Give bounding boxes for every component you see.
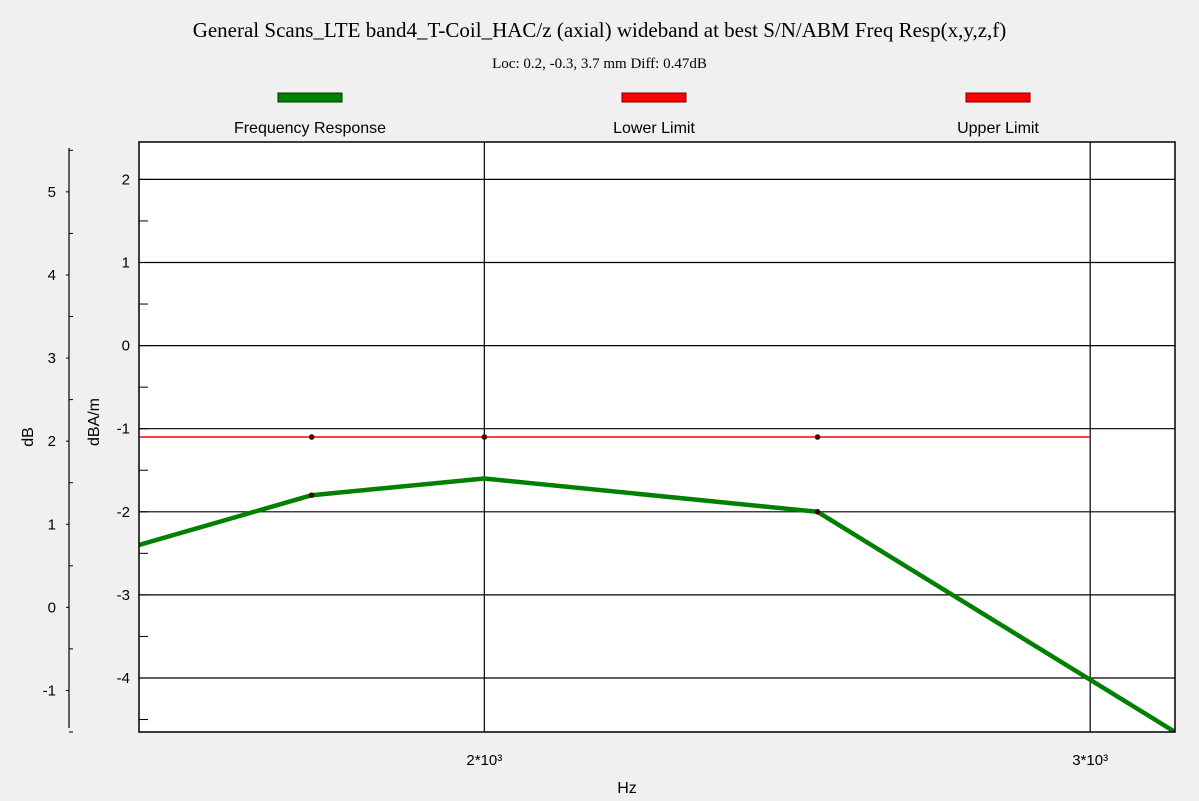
inner-y-tick-label: 0 — [122, 338, 130, 355]
data-marker — [814, 508, 821, 515]
data-marker — [308, 434, 315, 440]
series-frequency-response — [139, 476, 1175, 732]
legend-label: Upper Limit — [957, 120, 1039, 137]
data-marker — [308, 492, 315, 498]
inner-y-tick-label: -1 — [117, 421, 130, 438]
data-marker — [481, 434, 488, 440]
legend-label: Frequency Response — [234, 120, 386, 137]
outer-y-tick-label: 0 — [48, 599, 56, 616]
outer-y-tick-label: -1 — [43, 682, 56, 699]
chart-subtitle: Loc: 0.2, -0.3, 3.7 mm Diff: 0.47dB — [492, 56, 707, 72]
inner-y-tick-label: -2 — [117, 504, 130, 521]
outer-y-tick-label: 5 — [48, 184, 56, 201]
x-axis-title: Hz — [617, 780, 637, 797]
outer-y-tick-label: 2 — [48, 433, 56, 450]
outer-y-tick-label: 3 — [48, 350, 56, 367]
legend-swatch — [965, 92, 1031, 103]
outer-y-tick-label: 4 — [48, 267, 56, 284]
plot-frame — [138, 141, 1176, 733]
outer-y-axis-title: dB — [20, 427, 37, 447]
outer-y-tick-label: 1 — [48, 516, 56, 533]
inner-y-axis-title: dBA/m — [86, 398, 103, 446]
data-marker — [814, 434, 821, 440]
inner-y-tick-label: -3 — [117, 587, 130, 604]
inner-y-tick-label: 1 — [122, 254, 130, 271]
x-tick-label: 2*10³ — [466, 752, 502, 769]
chart-title: General Scans_LTE band4_T-Coil_HAC/z (ax… — [192, 18, 1007, 42]
inner-y-tick-label: 2 — [122, 171, 130, 188]
legend-label: Lower Limit — [613, 120, 695, 137]
legend-swatch — [277, 92, 343, 103]
legend-swatch — [621, 92, 687, 103]
x-tick-label: 3*10³ — [1072, 752, 1108, 769]
inner-y-tick-label: -4 — [117, 670, 130, 687]
